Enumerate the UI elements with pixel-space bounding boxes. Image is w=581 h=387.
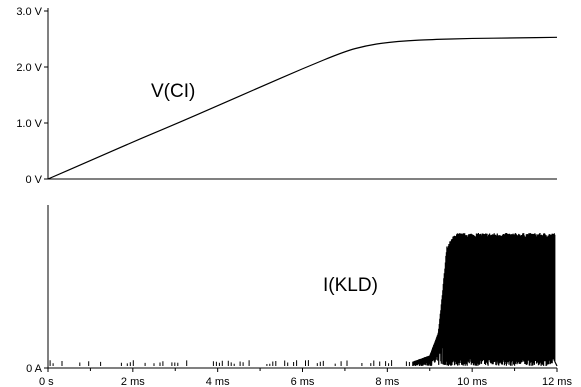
top-y-tick-label: 2.0 V (16, 62, 42, 74)
top-y-tick-label: 3.0 V (16, 6, 42, 18)
top-y-ticks: 0 V 1.0 V 2.0 V 3.0 V (16, 6, 48, 186)
top-y-tick-label: 1.0 V (16, 118, 42, 130)
bottom-y-ticks: 0 A (26, 363, 48, 375)
x-tick-label: 10 ms (457, 376, 487, 387)
top-y-tick-label: 0 V (25, 174, 42, 186)
ikld-noise (49, 360, 410, 366)
vci-label: V(CI) (151, 81, 195, 102)
x-tick-label: 4 ms (206, 376, 230, 387)
x-ticks: 0 s 2 ms 4 ms 6 ms 8 ms 10 ms 12 ms (39, 368, 572, 387)
x-tick-label: 8 ms (375, 376, 399, 387)
x-tick-label: 6 ms (291, 376, 315, 387)
bottom-y-tick-label: 0 A (26, 363, 43, 375)
x-tick-label: 2 ms (121, 376, 145, 387)
ikld-label: I(KLD) (323, 275, 378, 296)
x-tick-label: 0 s (39, 376, 54, 387)
x-tick-label: 12 ms (542, 376, 572, 387)
ikld-trace (412, 232, 558, 367)
vci-trace (47, 36, 558, 180)
